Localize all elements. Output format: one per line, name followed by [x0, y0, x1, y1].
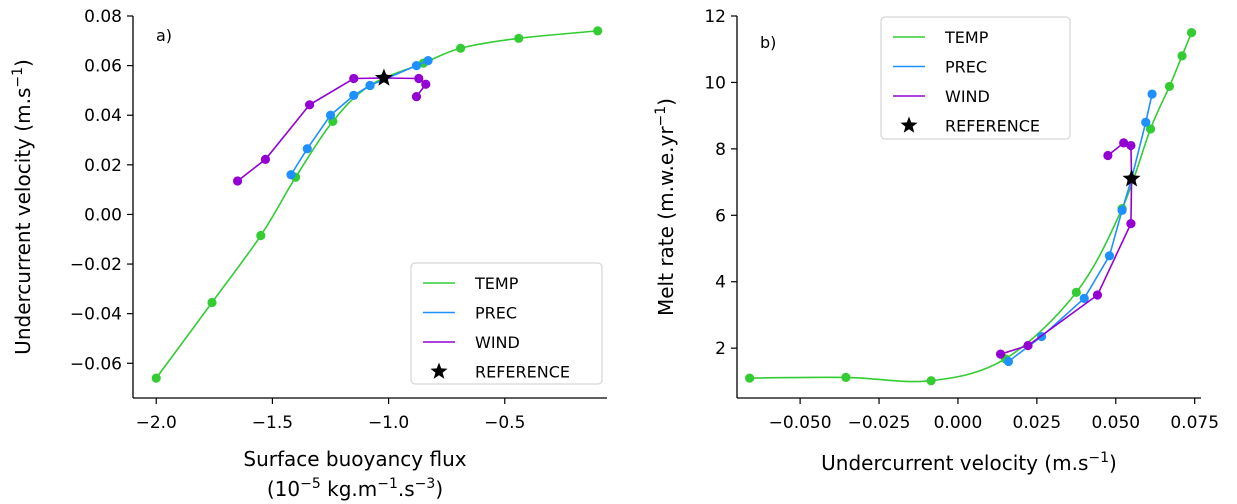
b-x-tick-label: 0.000 — [934, 413, 983, 433]
b-panel-label: b) — [760, 33, 776, 52]
a-point-wind — [260, 154, 271, 164]
a-y-tick-label: −0.04 — [70, 305, 122, 325]
a-point-wind — [414, 73, 424, 84]
a-point-temp — [207, 297, 217, 308]
a-point-prec — [302, 144, 312, 154]
b-x-tick-label: −0.025 — [848, 413, 911, 433]
b-y-tick-label: 2 — [715, 339, 726, 359]
a-point-wind — [411, 92, 422, 102]
a-x-tick-label: −2.0 — [136, 413, 177, 433]
b-point-temp — [1186, 28, 1197, 38]
b-y-tick-label: 10 — [704, 73, 726, 93]
a-y-tick-label: 0.02 — [84, 156, 122, 176]
a-point-prec — [365, 80, 375, 91]
a-point-wind — [232, 176, 243, 186]
a-legend-swatch-reference — [430, 362, 448, 379]
b-series-line-temp — [749, 32, 1193, 383]
a-y-tick-label: −0.06 — [70, 354, 122, 374]
b-point-wind — [995, 349, 1006, 359]
a-x-tick-label: −1.5 — [252, 413, 293, 433]
b-legend-label-wind: WIND — [945, 87, 990, 106]
a-point-temp — [593, 26, 603, 36]
b-y-axis-label: Melt rate (m.w.e.yr−1) — [653, 98, 678, 316]
b-legend-swatch-reference — [900, 116, 918, 133]
panel-b-chart: −0.050 −0.025 0.000 0.025 0.050 0.075 2 4 6 8 10 12… — [653, 7, 1219, 475]
a-point-prec — [423, 56, 433, 66]
a-legend-label-reference: REFERENCE — [475, 363, 570, 382]
a-x-axis-unit: (10−5 kg.m−1.s−3) — [267, 476, 443, 501]
b-point-temp — [926, 376, 936, 386]
b-x-tick-label: 0.075 — [1170, 413, 1219, 433]
a-series-line-wind — [237, 77, 427, 182]
a-legend-label-prec: PREC — [475, 304, 517, 323]
a-legend-label-wind: WIND — [475, 333, 520, 352]
b-point-temp — [1145, 124, 1156, 134]
b-point-prec — [1141, 117, 1151, 127]
b-x-axis-label: Undercurrent velocity (m.s−1) — [821, 450, 1117, 475]
a-point-wind — [421, 79, 431, 89]
b-point-prec — [1079, 293, 1089, 303]
a-point-temp — [151, 373, 161, 383]
a-legend-label-temp: TEMP — [474, 274, 519, 293]
a-reference-star — [374, 68, 393, 86]
a-x-tick-label: −1.0 — [368, 413, 409, 433]
b-y-tick-label: 8 — [715, 140, 726, 160]
b-point-temp — [745, 373, 755, 383]
a-legend-box — [410, 262, 603, 385]
b-legend-label-temp: TEMP — [944, 28, 989, 47]
b-legend-label-reference: REFERENCE — [945, 117, 1040, 136]
b-point-prec — [1104, 251, 1115, 261]
b-point-wind — [1103, 150, 1113, 161]
b-point-wind — [1119, 138, 1129, 148]
b-legend-box — [880, 16, 1071, 140]
a-series-line-temp — [155, 30, 598, 379]
b-point-temp — [841, 372, 851, 383]
a-y-tick-label: 0.00 — [84, 205, 122, 225]
b-y-tick-label: 12 — [704, 7, 726, 27]
b-point-prec — [1117, 205, 1127, 215]
panel-a-chart: −2.0 −1.5 −1.0 −0.5 −0.06 −0.04 −0.02 0.00 0.02 0… — [10, 7, 607, 501]
a-y-tick-label: 0.06 — [84, 57, 122, 77]
b-y-tick-label: 6 — [715, 206, 726, 226]
a-x-axis-label: Surface buoyancy flux — [243, 447, 466, 471]
a-y-tick-label: −0.02 — [70, 255, 122, 275]
b-point-temp — [1071, 287, 1081, 297]
b-point-prec — [1147, 89, 1157, 99]
a-point-temp — [514, 33, 524, 43]
b-x-tick-label: 0.025 — [1013, 413, 1062, 433]
b-reference-star — [1122, 169, 1141, 187]
b-y-tick-label: 4 — [715, 273, 726, 293]
b-point-temp — [1177, 51, 1187, 61]
b-point-temp — [1164, 81, 1175, 92]
a-legend: TEMP PREC WIND REFERENCE — [410, 262, 603, 385]
a-point-prec — [325, 110, 336, 120]
a-point-prec — [286, 170, 296, 180]
b-point-wind — [1126, 140, 1136, 151]
b-legend: TEMP PREC WIND REFERENCE — [880, 16, 1071, 140]
b-point-wind — [1126, 219, 1136, 229]
a-y-tick-label: 0.04 — [84, 106, 122, 126]
a-point-prec — [349, 90, 359, 100]
a-y-axis-label: Undercurrent velocity (m.s−1) — [10, 59, 35, 355]
b-point-wind — [1092, 290, 1103, 300]
b-point-prec — [1003, 356, 1014, 367]
a-panel-label: a) — [156, 26, 172, 45]
b-x-tick-label: −0.050 — [769, 413, 832, 433]
a-point-temp — [456, 43, 466, 53]
b-point-wind — [1023, 340, 1033, 351]
a-point-wind — [304, 100, 315, 110]
a-point-prec — [411, 61, 422, 71]
b-legend-label-prec: PREC — [945, 58, 987, 77]
a-point-wind — [349, 73, 359, 84]
a-point-temp — [256, 230, 266, 241]
a-y-tick-label: 0.08 — [84, 7, 122, 27]
a-x-tick-label: −0.5 — [484, 413, 525, 433]
b-x-tick-label: 0.050 — [1091, 413, 1140, 433]
